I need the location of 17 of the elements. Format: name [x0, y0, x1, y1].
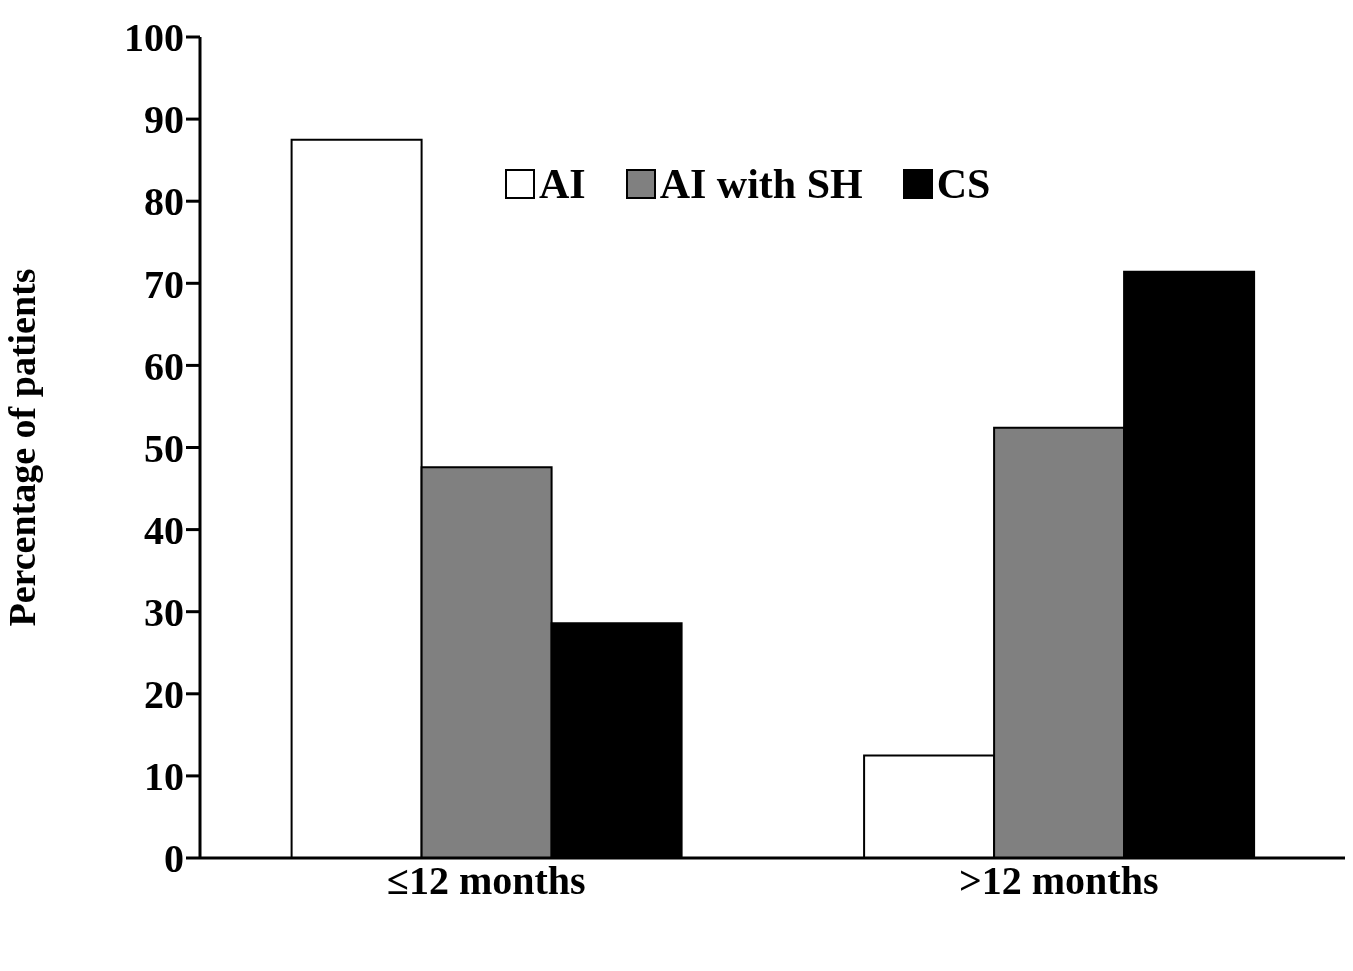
y-tick-label: 40 — [144, 507, 184, 553]
y-tick-label: 30 — [144, 589, 184, 635]
y-tick-label: 80 — [144, 179, 184, 225]
y-tick-label: 60 — [144, 343, 184, 389]
y-tick-label: 100 — [124, 15, 184, 61]
y-tick-label: 70 — [144, 261, 184, 307]
y-axis-title: Percentage of patients — [1, 268, 44, 627]
y-tick-label: 10 — [144, 754, 184, 800]
y-tick-label: 90 — [144, 97, 184, 143]
y-tick-label: 50 — [144, 425, 184, 471]
x-tick-label: >12 months — [959, 858, 1159, 904]
y-tick-label: 0 — [164, 836, 184, 882]
legend-label: AI with SH — [659, 160, 863, 208]
y-tick-label: 20 — [144, 672, 184, 717]
legend-label: AI — [539, 160, 586, 208]
legend-label: CS — [936, 160, 991, 208]
x-tick-label: ≤12 months — [386, 858, 586, 904]
